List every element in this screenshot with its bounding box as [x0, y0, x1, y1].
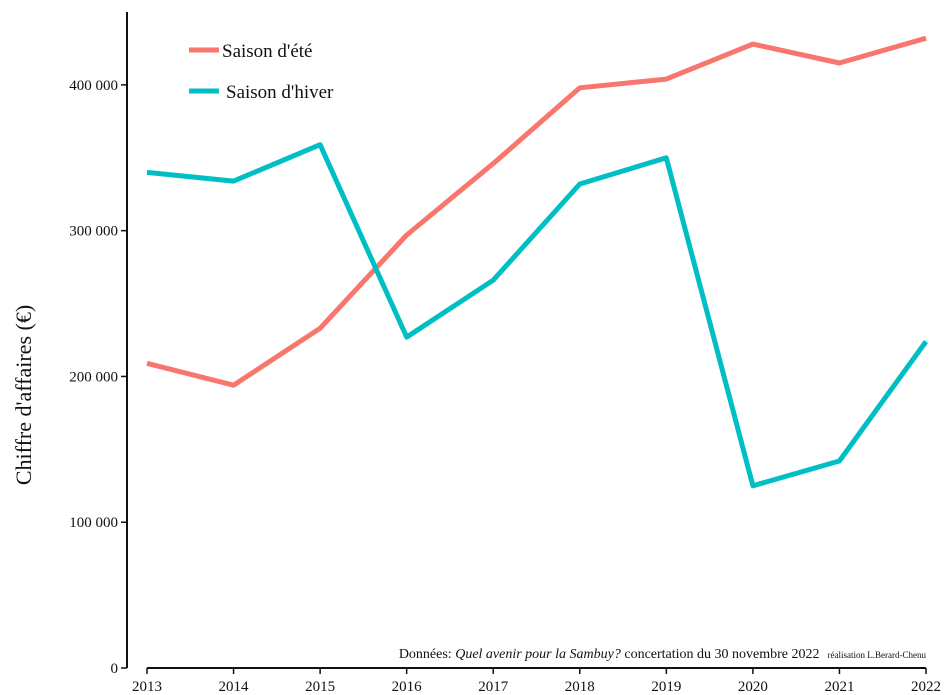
- legend-label: Saison d'été: [222, 41, 313, 62]
- x-tick-label: 2015: [305, 679, 335, 695]
- x-tick-label: 2021: [824, 679, 854, 695]
- chart-legend: Saison d'été Saison d'hiver: [189, 41, 334, 103]
- x-tick-label: 2020: [738, 679, 768, 695]
- note-suffix: concertation du 30 novembre 2022: [621, 647, 820, 662]
- note-credit: réalisation L.Berard-Chenu: [828, 650, 927, 660]
- x-tick-label: 2013: [132, 679, 162, 695]
- y-tick-label: 0: [111, 661, 119, 677]
- note-source-title: Quel avenir pour la Sambuy?: [455, 647, 621, 662]
- x-tick-label: 2016: [392, 679, 423, 695]
- y-axis-title: Chiffre d'affaires (€): [11, 305, 36, 485]
- note-prefix: Données:: [399, 647, 455, 662]
- x-tick-label: 2018: [565, 679, 595, 695]
- series-line-hiver: [146, 142, 929, 489]
- y-tick-label: 100 000: [69, 515, 118, 531]
- y-tick-label: 200 000: [69, 369, 118, 385]
- chart-lines: [146, 35, 929, 489]
- x-tick-label: 2017: [478, 679, 509, 695]
- x-tick-label: 2019: [651, 679, 681, 695]
- series-line-ete: [146, 35, 927, 388]
- data-source-note: Données: Quel avenir pour la Sambuy? con…: [399, 647, 927, 662]
- x-tick-label: 2022: [911, 679, 941, 695]
- chart-axes: 0 100 000 200 000 300 000 400 000 2013 2014 201…: [69, 12, 941, 695]
- x-tick-label: 2014: [219, 679, 250, 695]
- legend-label: Saison d'hiver: [226, 82, 334, 103]
- y-tick-label: 300 000: [69, 224, 118, 240]
- y-tick-label: 400 000: [69, 78, 118, 94]
